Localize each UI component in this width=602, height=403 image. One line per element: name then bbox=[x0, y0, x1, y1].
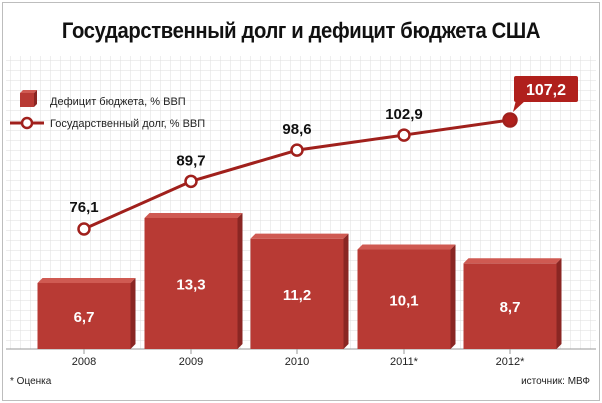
debt-value-label: 102,9 bbox=[385, 106, 423, 123]
legend-deficit-swatch bbox=[20, 93, 34, 107]
deficit-bar-top bbox=[357, 244, 456, 250]
x-tick-label: 2010 bbox=[285, 356, 309, 368]
legend-deficit-label: Дефицит бюджета, % ВВП bbox=[50, 96, 186, 108]
deficit-bar-side bbox=[237, 213, 243, 349]
deficit-value-label: 6,7 bbox=[74, 309, 95, 326]
deficit-bar bbox=[463, 263, 557, 349]
deficit-value-label: 11,2 bbox=[283, 287, 311, 304]
deficit-bar-top bbox=[250, 233, 349, 239]
deficit-bar-side bbox=[130, 278, 136, 349]
x-tick-label: 2008 bbox=[72, 356, 96, 368]
deficit-bar bbox=[144, 218, 238, 349]
deficit-bar-side bbox=[556, 258, 562, 349]
deficit-bar-top bbox=[144, 213, 243, 218]
x-tick-label: 2011* bbox=[390, 356, 419, 368]
deficit-value-label: 10,1 bbox=[389, 292, 418, 309]
x-tick-label: 2009 bbox=[179, 356, 203, 368]
debt-callout-pointer bbox=[513, 100, 526, 112]
debt-value-label-highlight: 107,2 bbox=[526, 82, 566, 99]
debt-value-label: 98,6 bbox=[282, 121, 311, 138]
legend-debt-marker bbox=[20, 116, 34, 130]
deficit-value-label: 8,7 bbox=[500, 299, 521, 316]
legend-deficit-swatch-side bbox=[34, 90, 37, 107]
deficit-bar-side bbox=[343, 233, 349, 349]
debt-callout-box bbox=[514, 76, 578, 102]
debt-marker bbox=[77, 222, 91, 236]
debt-marker bbox=[502, 112, 518, 128]
deficit-bar-top bbox=[37, 278, 136, 284]
debt-value-label: 76,1 bbox=[69, 199, 98, 216]
source-note: источник: МВФ bbox=[521, 376, 590, 387]
chart-title: Государственный долг и дефицит бюджета С… bbox=[61, 18, 541, 43]
legend-debt-label: Государственный долг, % ВВП bbox=[50, 118, 205, 130]
legend: Дефицит бюджета, % ВВП Государственный д… bbox=[10, 90, 205, 130]
deficit-bar bbox=[357, 249, 451, 349]
deficit-bar-side bbox=[450, 244, 456, 349]
debt-marker bbox=[290, 143, 304, 157]
footnote: * Оценка bbox=[10, 376, 52, 387]
deficit-bar-top bbox=[463, 258, 562, 264]
deficit-bar bbox=[37, 283, 131, 349]
legend-deficit-swatch-top bbox=[20, 90, 37, 93]
deficit-value-label: 13,3 bbox=[176, 277, 205, 294]
debt-value-label: 89,7 bbox=[176, 152, 205, 169]
x-tick-label: 2012* bbox=[496, 356, 525, 368]
deficit-bar bbox=[250, 238, 344, 349]
debt-marker bbox=[184, 174, 198, 189]
debt-marker bbox=[397, 128, 411, 142]
